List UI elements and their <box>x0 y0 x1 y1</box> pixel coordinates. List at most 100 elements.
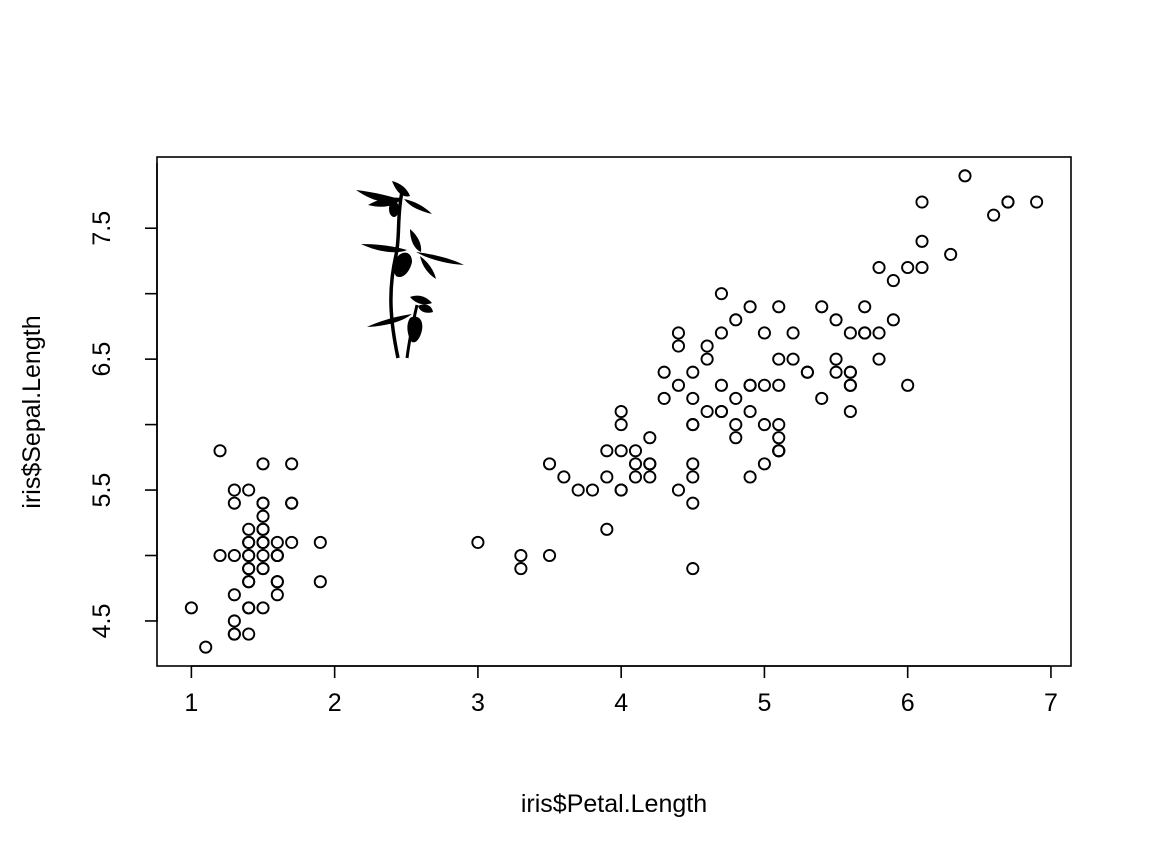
data-point <box>858 300 872 314</box>
data-point <box>270 548 284 563</box>
data-point <box>886 274 900 288</box>
data-point <box>772 300 786 314</box>
data-point <box>757 378 771 392</box>
orchid-petal <box>418 304 433 313</box>
data-point <box>514 548 528 563</box>
x-axis-label: iris$Petal.Length <box>521 790 707 818</box>
x-tick-label: 5 <box>757 689 771 717</box>
data-point <box>270 535 284 549</box>
data-point <box>757 418 771 432</box>
data-point <box>772 418 786 432</box>
data-point <box>571 483 585 497</box>
data-point <box>700 352 714 366</box>
x-tick-label: 4 <box>614 689 628 717</box>
data-point <box>184 601 198 615</box>
data-point <box>901 260 915 275</box>
x-tick-label: 6 <box>901 689 915 717</box>
y-axis: 4.5 5.5 6.5 7.5 <box>88 163 158 639</box>
data-point <box>915 195 929 209</box>
data-point <box>772 352 786 366</box>
y-tick-label: 6.5 <box>88 342 116 377</box>
data-point <box>757 326 771 340</box>
x-tick-label: 2 <box>328 689 342 717</box>
plot-box <box>156 156 1072 667</box>
orchid-petal <box>361 244 407 253</box>
data-point <box>256 562 270 576</box>
data-point <box>958 169 972 183</box>
data-point <box>542 457 557 471</box>
data-point <box>686 470 700 484</box>
data-point <box>671 326 686 340</box>
data-point <box>614 404 628 419</box>
data-point <box>671 339 686 353</box>
y-tick-label: 7.5 <box>88 211 116 246</box>
data-point <box>915 234 929 248</box>
orchid-petal <box>410 229 422 252</box>
x-axis: 1 2 3 4 5 6 7 <box>184 665 1058 717</box>
orchid-petal <box>410 295 432 305</box>
data-point <box>643 457 657 471</box>
y-tick-label: 4.5 <box>88 604 116 639</box>
x-tick-label: 1 <box>184 689 198 717</box>
data-point <box>270 575 284 589</box>
data-point <box>686 562 700 576</box>
orchid-illustration <box>356 181 464 359</box>
data-point <box>600 522 614 536</box>
data-point <box>729 391 743 405</box>
data-point <box>227 627 241 641</box>
data-point <box>786 352 800 366</box>
data-point <box>542 548 557 563</box>
data-point <box>256 535 270 549</box>
data-point <box>858 326 872 340</box>
data-point <box>772 378 786 392</box>
data-point <box>256 548 270 563</box>
data-point <box>1030 195 1044 209</box>
data-point <box>256 457 270 471</box>
data-point <box>256 509 270 523</box>
data-point <box>843 326 857 340</box>
data-point <box>829 313 843 327</box>
y-tick-label: 5.5 <box>88 473 116 508</box>
data-point <box>700 404 714 419</box>
data-point <box>800 365 814 379</box>
data-point <box>614 444 628 458</box>
data-point <box>285 457 299 471</box>
data-point <box>256 522 270 536</box>
orchid-stem <box>389 191 404 359</box>
data-point <box>901 378 915 392</box>
data-point <box>643 470 657 484</box>
data-point <box>227 614 241 628</box>
data-point <box>285 535 299 549</box>
data-point <box>743 470 757 484</box>
data-point <box>772 444 786 458</box>
data-point <box>227 483 241 497</box>
data-point <box>772 431 786 445</box>
data-point <box>213 444 227 458</box>
data-point <box>944 247 958 261</box>
data-point <box>686 457 700 471</box>
x-tick-label: 3 <box>471 689 485 717</box>
data-point <box>256 601 270 615</box>
data-point <box>729 418 743 432</box>
data-point <box>729 313 743 327</box>
orchid-petal <box>404 199 432 214</box>
data-point <box>313 535 327 549</box>
data-point <box>242 535 256 549</box>
data-point <box>242 575 256 589</box>
data-point <box>786 326 800 340</box>
data-point <box>671 378 686 392</box>
data-point <box>714 378 728 392</box>
data-point <box>872 352 886 366</box>
data-point <box>270 588 284 602</box>
data-point <box>227 548 241 563</box>
data-point <box>242 522 256 536</box>
data-point <box>987 208 1001 222</box>
data-point <box>614 418 628 432</box>
data-point <box>686 391 700 405</box>
data-point <box>815 300 829 314</box>
data-point <box>242 562 256 576</box>
points-layer <box>184 169 1044 654</box>
orchid-lip <box>389 201 399 217</box>
data-point <box>872 260 886 275</box>
